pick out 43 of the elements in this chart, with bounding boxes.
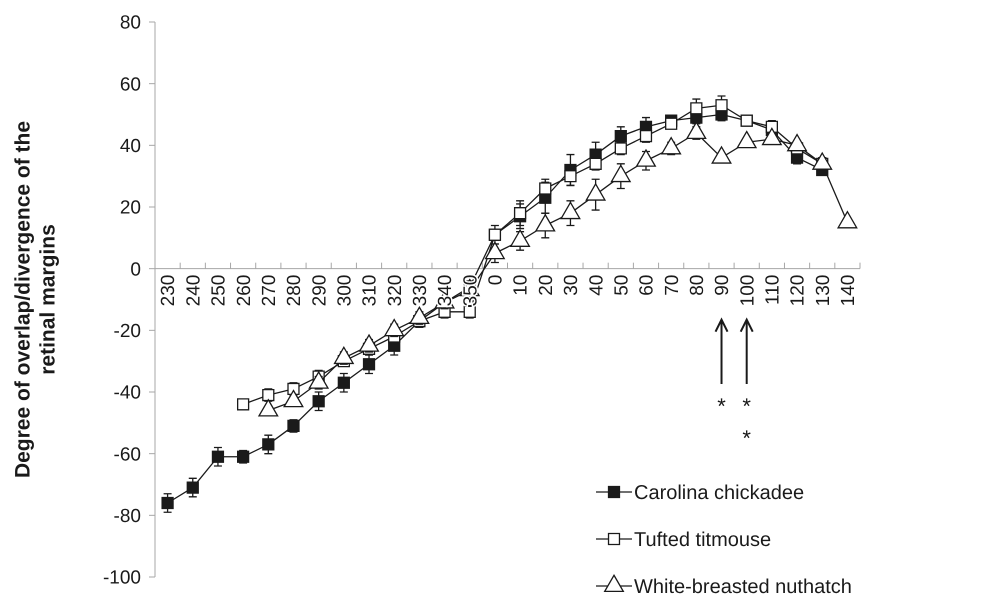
x-tick-label: 60 bbox=[636, 274, 658, 296]
legend-label: Carolina chickadee bbox=[634, 482, 804, 504]
x-tick-label: 310 bbox=[360, 274, 381, 306]
legend-label: White-breasted nuthatch bbox=[634, 576, 852, 598]
x-tick-label: 50 bbox=[611, 274, 632, 296]
x-tick-label: 0 bbox=[486, 274, 507, 286]
x-tick-label: 30 bbox=[561, 274, 582, 296]
x-tick-label: 330 bbox=[410, 274, 432, 306]
y-tick-label: 60 bbox=[120, 74, 141, 96]
x-tick-label: 280 bbox=[284, 274, 306, 306]
x-tick-label: 260 bbox=[234, 274, 255, 306]
y-tick-label: 80 bbox=[120, 12, 141, 34]
x-tick-label: 270 bbox=[258, 274, 280, 306]
x-tick-label: 70 bbox=[662, 274, 683, 296]
annotation: * bbox=[742, 393, 752, 418]
y-tick-label: 40 bbox=[120, 136, 141, 157]
x-tick-label: 10 bbox=[510, 274, 532, 296]
y-tick-label: -20 bbox=[114, 320, 141, 342]
x-tick-label: 230 bbox=[158, 274, 180, 306]
x-tick-label: 290 bbox=[309, 274, 330, 306]
x-tick-label: 40 bbox=[586, 274, 608, 296]
x-tick-label: 80 bbox=[686, 274, 708, 296]
x-tick-label: 320 bbox=[384, 274, 406, 306]
x-tick-label: 110 bbox=[762, 274, 784, 305]
y-axis-title: Degree of overlap/divergence of the retinal margins bbox=[11, 120, 60, 478]
y-tick-label: -80 bbox=[114, 506, 141, 527]
y-tick-label: 20 bbox=[120, 198, 141, 219]
x-tick-label: 20 bbox=[536, 274, 557, 296]
annotation: * bbox=[717, 393, 726, 418]
x-tick-label: 140 bbox=[838, 274, 860, 306]
y-tick-label: 0 bbox=[130, 259, 141, 280]
x-tick-label: 120 bbox=[788, 274, 809, 306]
x-tick-label: 100 bbox=[737, 274, 758, 306]
x-tick-label: 250 bbox=[208, 274, 230, 306]
y-tick-label: -60 bbox=[114, 444, 141, 466]
legend-label: Tufted titmouse bbox=[634, 529, 772, 551]
x-tick-label: 300 bbox=[334, 274, 356, 306]
x-tick-label: 130 bbox=[812, 274, 834, 306]
annotation: * bbox=[742, 425, 752, 450]
x-tick-label: 90 bbox=[712, 274, 734, 296]
y-tick-label: -40 bbox=[114, 382, 141, 404]
x-tick-label: 240 bbox=[183, 274, 204, 306]
y-tick-label: -100 bbox=[102, 568, 141, 589]
